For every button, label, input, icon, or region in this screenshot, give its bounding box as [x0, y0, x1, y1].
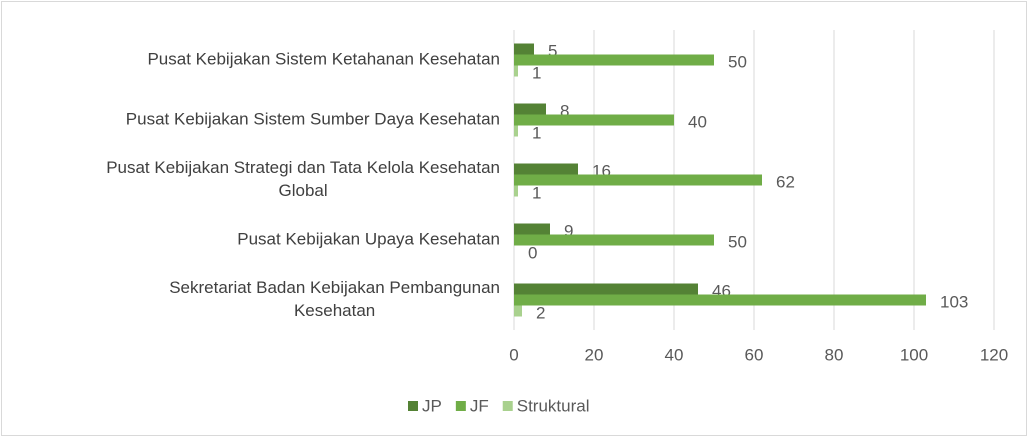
data-label: 1 — [532, 123, 541, 142]
data-label: 5 — [548, 41, 557, 60]
x-tick-label: 100 — [900, 345, 928, 364]
bar — [514, 125, 518, 137]
bar — [514, 223, 550, 235]
bar — [514, 43, 534, 55]
data-label: 0 — [528, 243, 537, 262]
legend-swatch — [455, 401, 466, 411]
category-text: Pusat Kebijakan Sistem Sumber Daya Keseh… — [125, 109, 500, 129]
data-label: 50 — [728, 232, 747, 251]
category-text: Pusat Kebijakan Sistem Ketahanan Kesehat… — [147, 49, 500, 69]
category-label: Sekretariat Badan Kebijakan Pembangunan … — [10, 277, 500, 323]
x-tick-label: 0 — [509, 345, 518, 364]
bar — [514, 283, 698, 295]
legend-swatch — [502, 401, 513, 411]
bar — [514, 185, 518, 197]
category-text: Pusat Kebijakan Strategi dan Tata Kelola… — [106, 158, 500, 200]
bar — [514, 305, 522, 317]
data-label: 50 — [728, 52, 747, 71]
x-tick-label: 60 — [745, 345, 764, 364]
x-tick-label: 20 — [585, 345, 604, 364]
category-label: Pusat Kebijakan Sistem Ketahanan Kesehat… — [10, 49, 500, 72]
data-label: 2 — [536, 303, 545, 322]
data-label: 103 — [940, 292, 968, 311]
bar — [514, 114, 674, 126]
data-label: 9 — [564, 221, 573, 240]
category-label: Pusat Kebijakan Upaya Kesehatan — [10, 229, 500, 252]
legend-label: JP — [422, 396, 442, 415]
category-text: Sekretariat Badan Kebijakan Pembangunan … — [169, 278, 500, 320]
x-tick-label: 120 — [980, 345, 1008, 364]
x-tick-label: 80 — [825, 345, 844, 364]
legend-label: Struktural — [517, 396, 590, 415]
bar — [514, 65, 518, 77]
data-label: 1 — [532, 63, 541, 82]
data-label: 40 — [688, 112, 707, 131]
legend-swatch — [408, 401, 418, 411]
bar — [514, 103, 546, 115]
legend-label: JF — [470, 396, 489, 415]
data-label: 62 — [776, 172, 795, 191]
bar — [514, 54, 714, 66]
x-tick-label: 40 — [665, 345, 684, 364]
category-label: Pusat Kebijakan Strategi dan Tata Kelola… — [10, 157, 500, 203]
bar — [514, 163, 578, 175]
bar — [514, 174, 762, 186]
data-label: 8 — [560, 101, 569, 120]
data-label: 1 — [532, 183, 541, 202]
bar — [514, 294, 926, 306]
category-text: Pusat Kebijakan Upaya Kesehatan — [237, 229, 500, 249]
category-label: Pusat Kebijakan Sistem Sumber Daya Keseh… — [10, 109, 500, 132]
bar — [514, 234, 714, 246]
